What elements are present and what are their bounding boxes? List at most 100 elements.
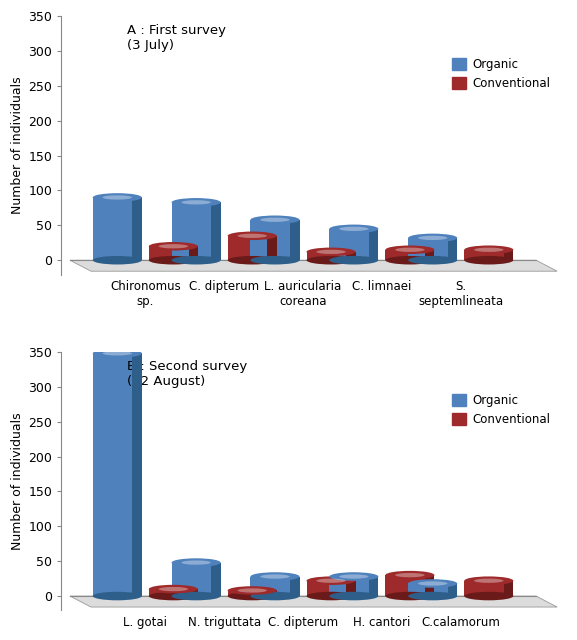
Ellipse shape — [395, 248, 425, 252]
Ellipse shape — [329, 572, 379, 580]
Ellipse shape — [306, 577, 355, 585]
Ellipse shape — [149, 592, 198, 600]
Polygon shape — [464, 250, 514, 260]
Ellipse shape — [93, 193, 142, 202]
Polygon shape — [211, 202, 220, 260]
Polygon shape — [228, 591, 277, 596]
Text: B : Second survey
(12 August): B : Second survey (12 August) — [127, 360, 247, 388]
Ellipse shape — [385, 592, 434, 600]
Polygon shape — [250, 220, 299, 260]
Polygon shape — [171, 563, 220, 596]
Y-axis label: Number of individuals: Number of individuals — [11, 77, 24, 214]
Ellipse shape — [159, 587, 188, 591]
Polygon shape — [448, 584, 457, 596]
Polygon shape — [211, 563, 220, 596]
Ellipse shape — [329, 256, 379, 264]
Ellipse shape — [260, 574, 290, 579]
Polygon shape — [290, 220, 299, 260]
Ellipse shape — [149, 242, 198, 250]
Ellipse shape — [339, 227, 369, 231]
Polygon shape — [385, 575, 434, 596]
Polygon shape — [306, 580, 355, 596]
Ellipse shape — [306, 592, 355, 600]
Ellipse shape — [171, 592, 220, 600]
Polygon shape — [93, 353, 142, 596]
Polygon shape — [133, 198, 142, 260]
Ellipse shape — [408, 592, 457, 600]
Polygon shape — [189, 246, 198, 260]
Ellipse shape — [306, 248, 355, 256]
Ellipse shape — [339, 574, 369, 579]
Ellipse shape — [228, 592, 277, 600]
Text: A : First survey
(3 July): A : First survey (3 July) — [127, 24, 226, 52]
Polygon shape — [369, 577, 379, 596]
Ellipse shape — [464, 256, 514, 264]
Polygon shape — [70, 260, 557, 271]
Ellipse shape — [149, 256, 198, 264]
Polygon shape — [149, 589, 198, 596]
Ellipse shape — [474, 248, 504, 252]
Ellipse shape — [408, 256, 457, 264]
Ellipse shape — [306, 256, 355, 264]
Polygon shape — [346, 252, 355, 260]
Ellipse shape — [181, 200, 211, 204]
Ellipse shape — [238, 588, 267, 593]
Ellipse shape — [171, 198, 220, 207]
Ellipse shape — [149, 585, 198, 593]
Ellipse shape — [103, 195, 132, 200]
Ellipse shape — [171, 256, 220, 264]
Ellipse shape — [171, 558, 220, 567]
Legend: Organic, Conventional: Organic, Conventional — [447, 389, 555, 430]
Ellipse shape — [93, 592, 142, 600]
Polygon shape — [408, 584, 457, 596]
Ellipse shape — [103, 351, 132, 355]
Polygon shape — [267, 236, 277, 260]
Ellipse shape — [418, 236, 447, 240]
Polygon shape — [504, 580, 514, 596]
Polygon shape — [93, 198, 142, 260]
Polygon shape — [149, 246, 198, 260]
Polygon shape — [425, 250, 434, 260]
Legend: Organic, Conventional: Organic, Conventional — [447, 53, 555, 95]
Polygon shape — [346, 580, 355, 596]
Polygon shape — [133, 353, 142, 596]
Ellipse shape — [260, 218, 290, 222]
Ellipse shape — [385, 256, 434, 264]
Ellipse shape — [474, 579, 504, 583]
Polygon shape — [464, 580, 514, 596]
Ellipse shape — [464, 577, 514, 585]
Ellipse shape — [181, 561, 211, 564]
Ellipse shape — [238, 234, 267, 238]
Ellipse shape — [385, 571, 434, 579]
Ellipse shape — [93, 256, 142, 264]
Ellipse shape — [93, 349, 142, 358]
Y-axis label: Number of individuals: Number of individuals — [11, 412, 24, 550]
Ellipse shape — [250, 572, 299, 580]
Polygon shape — [228, 236, 277, 260]
Ellipse shape — [395, 573, 425, 577]
Ellipse shape — [385, 246, 434, 254]
Polygon shape — [385, 250, 434, 260]
Ellipse shape — [464, 246, 514, 254]
Polygon shape — [290, 577, 299, 596]
Polygon shape — [70, 596, 557, 607]
Polygon shape — [425, 575, 434, 596]
Polygon shape — [267, 591, 277, 596]
Polygon shape — [306, 252, 355, 260]
Ellipse shape — [329, 225, 379, 233]
Ellipse shape — [228, 232, 277, 240]
Ellipse shape — [228, 586, 277, 595]
Polygon shape — [408, 238, 457, 260]
Polygon shape — [329, 229, 379, 260]
Ellipse shape — [250, 216, 299, 224]
Ellipse shape — [250, 592, 299, 600]
Ellipse shape — [316, 250, 346, 254]
Polygon shape — [250, 577, 299, 596]
Polygon shape — [448, 238, 457, 260]
Ellipse shape — [329, 592, 379, 600]
Polygon shape — [504, 250, 514, 260]
Polygon shape — [369, 229, 379, 260]
Polygon shape — [189, 589, 198, 596]
Ellipse shape — [159, 244, 188, 248]
Ellipse shape — [228, 256, 277, 264]
